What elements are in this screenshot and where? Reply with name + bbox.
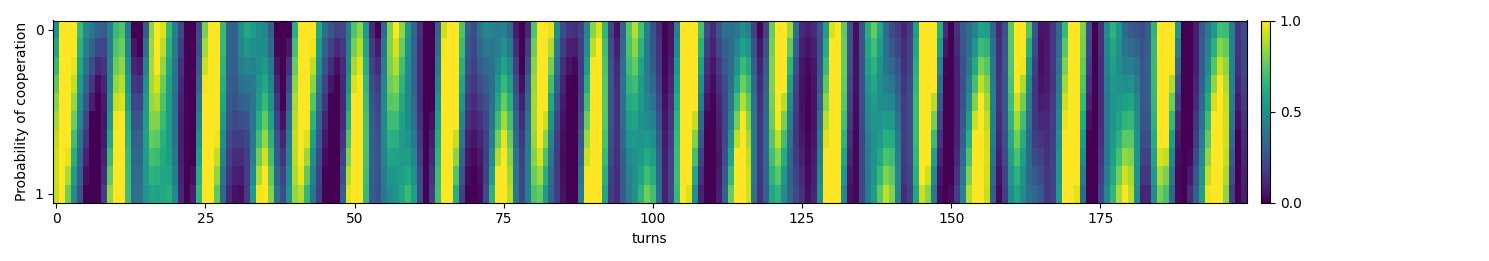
X-axis label: turns: turns — [633, 232, 667, 246]
Y-axis label: Probability of cooperation: Probability of cooperation — [15, 22, 28, 201]
